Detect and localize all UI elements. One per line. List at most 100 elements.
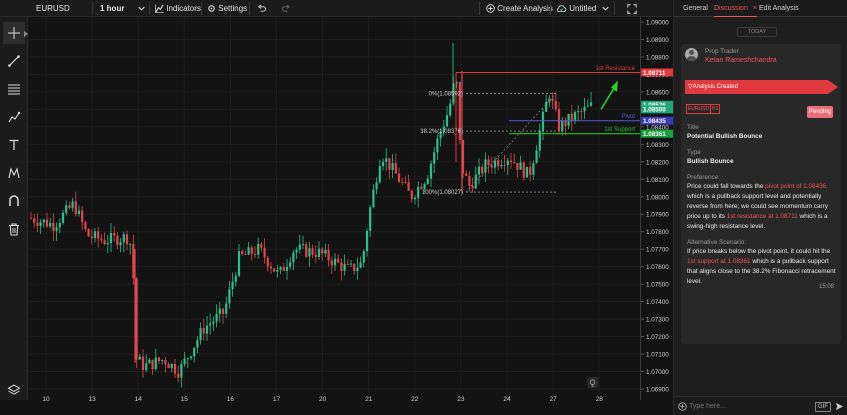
- bearish-candle: [353, 263, 356, 271]
- gif-button[interactable]: GIF: [815, 402, 831, 412]
- bullish-candle: [349, 263, 353, 265]
- trendline-tool[interactable]: [3, 50, 25, 72]
- bullish-candle: [42, 219, 45, 223]
- bearish-candle: [340, 262, 343, 271]
- price-tick-label: 1.07700: [646, 247, 669, 254]
- tab-general[interactable]: General: [683, 5, 708, 12]
- panel-tabs: General Discussion × Edit Analysis: [674, 0, 847, 17]
- bullish-candle: [506, 160, 509, 166]
- interval-chevron-icon[interactable]: [138, 0, 145, 17]
- fibonacci-retracement[interactable]: 0%(1.08592) 38.2%(1.08376) 100%(1.08027): [420, 91, 557, 196]
- delete-drawings-tool[interactable]: [3, 218, 25, 240]
- bearish-candle: [522, 162, 525, 178]
- bullish-candle: [119, 242, 122, 246]
- chart-grid: [29, 17, 640, 400]
- redo-icon: [281, 4, 290, 13]
- send-icon[interactable]: [835, 402, 844, 411]
- layout-selector[interactable]: Untitled: [556, 0, 609, 17]
- bullish-candle: [138, 356, 141, 360]
- bullish-candle: [301, 244, 305, 246]
- price-tick-label: 1.08000: [646, 194, 669, 201]
- candlestick-chart[interactable]: 0%(1.08592) 38.2%(1.08376) 100%(1.08027) 1…: [29, 17, 640, 400]
- indicators-button[interactable]: Indicators: [155, 0, 201, 17]
- bullish-candle: [308, 248, 311, 257]
- fullscreen-icon: [627, 4, 637, 14]
- crosshair-tool[interactable]: [3, 22, 25, 44]
- bullish-candle: [385, 158, 388, 162]
- pattern-tool[interactable]: [3, 162, 25, 184]
- bearish-candle: [461, 139, 465, 174]
- price-axis[interactable]: 1.090001.089001.088001.087001.086001.085…: [640, 17, 673, 400]
- bullish-candle: [285, 266, 289, 271]
- time-axis[interactable]: 10 13 14 15 16 17 20 21 22 23 24 27 28: [29, 392, 640, 415]
- bullish-candle: [449, 103, 452, 116]
- create-analysis-label: Create Analysis: [497, 4, 553, 13]
- bearish-candle: [330, 260, 333, 266]
- bullish-candle: [333, 258, 337, 266]
- bullish-candle: [106, 243, 109, 245]
- bullish-candle: [433, 152, 436, 164]
- bearish-candle: [282, 267, 285, 271]
- title-label: Title: [687, 124, 699, 131]
- bullish-candle: [295, 249, 298, 253]
- magnet-tool[interactable]: [3, 190, 25, 212]
- tab-edit-analysis[interactable]: Edit Analysis: [759, 5, 799, 12]
- layers-tool[interactable]: [3, 379, 25, 401]
- message-input-bar: GIF: [674, 396, 847, 415]
- bullish-candle: [289, 262, 292, 267]
- horizontal-lines-tool[interactable]: [3, 78, 25, 100]
- tool-expand-arrow-icon[interactable]: [24, 30, 28, 37]
- bullish-candle: [279, 267, 282, 270]
- redo-button[interactable]: [281, 0, 291, 17]
- bearish-candle: [580, 111, 583, 112]
- bullish-candle: [426, 178, 429, 184]
- pattern-icon: [8, 167, 20, 179]
- bearish-candle: [167, 364, 170, 369]
- indicators-icon: [155, 4, 164, 14]
- bullish-candle: [218, 308, 221, 314]
- time-tick-label: 17: [273, 396, 281, 403]
- bullish-candle: [225, 303, 228, 314]
- fib-level-label: 0%(1.08592): [429, 91, 463, 97]
- bearish-candle: [103, 240, 106, 245]
- bearish-candle: [458, 82, 461, 140]
- bullish-candle: [577, 111, 580, 113]
- preference-text: Price could fall towards the pivot point…: [687, 183, 828, 230]
- time-tick-label: 20: [319, 396, 327, 403]
- bullish-candle: [378, 166, 381, 183]
- tab-discussion[interactable]: Discussion ×: [714, 0, 757, 17]
- fib-level-label: 38.2%(1.08376): [420, 129, 463, 135]
- bullish-candle: [455, 82, 458, 84]
- bullish-candle: [545, 101, 548, 112]
- message-input[interactable]: [689, 400, 809, 412]
- bearish-candle: [173, 363, 177, 374]
- undo-button[interactable]: [257, 0, 267, 17]
- alternative-scenario-label: Alternative Scenario:: [687, 239, 746, 246]
- chevron-down-icon: [601, 7, 609, 12]
- chart-canvas[interactable]: 0%(1.08592) 38.2%(1.08376) 100%(1.08027) 1…: [29, 17, 640, 400]
- price-badge: [641, 116, 673, 125]
- path-tool[interactable]: [3, 106, 25, 128]
- arrow-head-icon: [611, 80, 618, 92]
- bullish-arrow[interactable]: [600, 80, 618, 110]
- analysis-levels[interactable]: 1st Resistance Pivot 1st Support: [455, 66, 640, 162]
- bullish-candle: [186, 358, 189, 359]
- bearish-candle: [221, 308, 225, 314]
- symbol-selector[interactable]: EURUSD: [36, 4, 70, 13]
- fullscreen-button[interactable]: [627, 0, 637, 17]
- bullish-candle: [535, 150, 538, 164]
- time-tick-label: 23: [457, 396, 465, 403]
- bullish-candle: [183, 358, 186, 364]
- interval-selector[interactable]: 1 hour: [100, 4, 125, 13]
- bullish-candle: [561, 120, 564, 132]
- settings-button[interactable]: Settings: [207, 0, 247, 17]
- create-analysis-button[interactable]: Create Analysis: [486, 0, 553, 17]
- close-tab-icon[interactable]: ×: [752, 5, 757, 12]
- text-tool[interactable]: [3, 134, 25, 156]
- bulb-button[interactable]: [587, 377, 598, 388]
- add-attachment-icon[interactable]: [678, 402, 687, 411]
- price-tick-label: 1.07900: [646, 212, 669, 219]
- bullish-candle: [439, 131, 442, 139]
- bullish-candle: [212, 321, 215, 324]
- magnet-icon: [9, 195, 19, 206]
